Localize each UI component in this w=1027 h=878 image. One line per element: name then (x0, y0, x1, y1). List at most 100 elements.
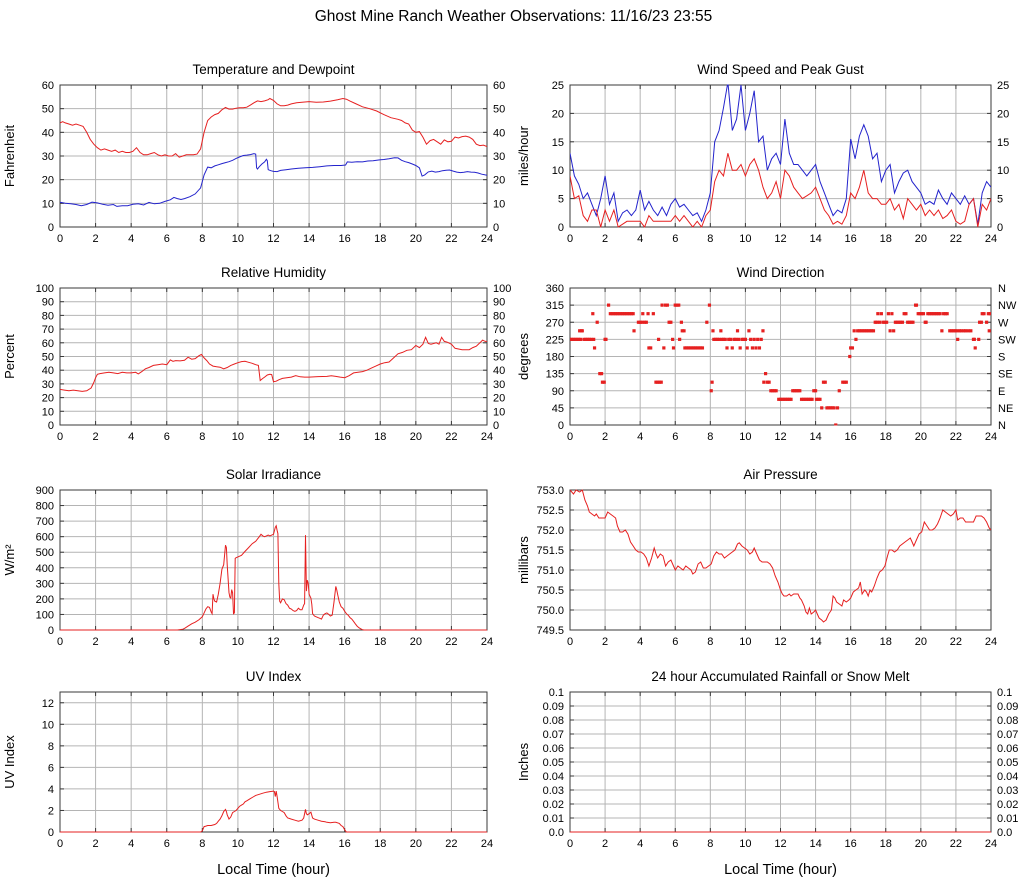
svg-text:0: 0 (48, 625, 54, 637)
chart-title: Solar Irradiance (226, 467, 321, 482)
svg-text:10: 10 (232, 636, 244, 648)
svg-text:0.02: 0.02 (543, 799, 564, 811)
svg-text:16: 16 (339, 636, 351, 648)
svg-text:400: 400 (36, 563, 54, 575)
svg-text:0: 0 (57, 838, 63, 850)
svg-text:180: 180 (546, 352, 564, 364)
svg-text:12: 12 (267, 636, 279, 648)
svg-text:4: 4 (637, 636, 643, 648)
svg-text:0: 0 (48, 827, 54, 839)
tick-marks (59, 692, 488, 833)
svg-text:40: 40 (42, 365, 54, 377)
svg-text:25: 25 (997, 80, 1009, 92)
svg-text:750.0: 750.0 (536, 605, 564, 617)
svg-text:SW: SW (998, 334, 1016, 346)
svg-text:0: 0 (48, 222, 54, 234)
svg-text:16: 16 (845, 636, 857, 648)
svg-text:NW: NW (998, 300, 1017, 312)
svg-text:90: 90 (552, 386, 564, 398)
svg-text:0.03: 0.03 (543, 785, 564, 797)
svg-text:12: 12 (267, 838, 279, 850)
svg-text:30: 30 (493, 151, 505, 163)
svg-text:22: 22 (950, 838, 962, 850)
svg-text:753.0: 753.0 (536, 485, 564, 497)
svg-text:2: 2 (602, 838, 608, 850)
svg-text:800: 800 (36, 501, 54, 513)
svg-text:E: E (998, 386, 1005, 398)
svg-text:0.04: 0.04 (997, 771, 1018, 783)
svg-text:90: 90 (493, 297, 505, 309)
temperature-dewpoint-plot: 0 2 4 6 8 10 12 14 16 18 20 22 240102030405060010203… (2, 62, 505, 245)
svg-text:20: 20 (410, 233, 422, 245)
svg-text:20: 20 (997, 108, 1009, 120)
svg-text:20: 20 (552, 108, 564, 120)
svg-text:6: 6 (672, 838, 678, 850)
gridlines (570, 692, 991, 832)
svg-text:20: 20 (493, 393, 505, 405)
svg-text:6: 6 (164, 431, 170, 443)
chart-temperature-dewpoint: 0 2 4 6 8 10 12 14 16 18 20 22 24 0 10 20 30 40 50 60 0 10 20 3… (0, 42, 514, 247)
svg-text:0.08: 0.08 (997, 715, 1018, 727)
svg-text:N: N (998, 283, 1006, 295)
svg-text:10: 10 (42, 198, 54, 210)
svg-text:0.01: 0.01 (997, 813, 1018, 825)
svg-text:10: 10 (739, 838, 751, 850)
svg-text:18: 18 (374, 838, 386, 850)
svg-text:80: 80 (493, 310, 505, 322)
svg-text:5: 5 (558, 194, 564, 206)
chart-wind-direction: 0 2 4 6 8 10 12 14 16 18 20 22 24 0 45 90 135 180 225 270 31… (514, 247, 1027, 447)
svg-text:2: 2 (602, 636, 608, 648)
svg-text:24: 24 (985, 636, 997, 648)
chart-rainfall: 0 2 4 6 8 10 12 14 16 18 20 22 24 0.0 0.01 0.02 0.03 0.04… (514, 652, 1027, 878)
svg-text:0.09: 0.09 (543, 701, 564, 713)
y-axis-label: W/m² (2, 544, 17, 576)
svg-text:6: 6 (164, 838, 170, 850)
svg-text:30: 30 (493, 379, 505, 391)
svg-text:4: 4 (637, 233, 643, 245)
svg-text:200: 200 (36, 594, 54, 606)
svg-text:749.5: 749.5 (536, 625, 564, 637)
svg-text:14: 14 (809, 838, 821, 850)
svg-text:0.03: 0.03 (997, 785, 1018, 797)
axis-tick-labels: 0 2 4 6 8 10 12 14 16 18 20 22 24749.5750.0750.5751.… (536, 485, 997, 648)
svg-text:0.06: 0.06 (543, 743, 564, 755)
svg-text:10: 10 (552, 165, 564, 177)
y-axis-label: miles/hour (516, 125, 531, 186)
svg-text:NE: NE (998, 403, 1013, 415)
svg-text:14: 14 (303, 431, 315, 443)
series-line (60, 524, 487, 631)
svg-text:16: 16 (339, 431, 351, 443)
svg-text:0: 0 (558, 222, 564, 234)
svg-text:16: 16 (339, 233, 351, 245)
svg-text:10: 10 (42, 719, 54, 731)
svg-text:135: 135 (546, 369, 564, 381)
gridlines (60, 692, 487, 832)
svg-text:8: 8 (48, 741, 54, 753)
svg-text:0: 0 (57, 431, 63, 443)
svg-text:0.04: 0.04 (543, 771, 564, 783)
svg-text:12: 12 (267, 431, 279, 443)
svg-text:4: 4 (637, 431, 643, 443)
svg-text:45: 45 (552, 403, 564, 415)
chart-title: Temperature and Dewpoint (192, 62, 354, 77)
svg-text:0: 0 (567, 233, 573, 245)
svg-text:24: 24 (481, 838, 493, 850)
tick-marks (59, 287, 488, 426)
svg-text:8: 8 (199, 233, 205, 245)
svg-text:2: 2 (602, 233, 608, 245)
svg-text:4: 4 (128, 636, 134, 648)
svg-text:2: 2 (48, 805, 54, 817)
svg-text:50: 50 (493, 104, 505, 116)
svg-text:14: 14 (809, 431, 821, 443)
series-points (570, 303, 991, 426)
svg-text:18: 18 (374, 233, 386, 245)
svg-text:0.05: 0.05 (997, 757, 1018, 769)
svg-text:500: 500 (36, 547, 54, 559)
svg-text:270: 270 (546, 317, 564, 329)
y-axis-label: millibars (516, 536, 531, 584)
svg-text:S: S (998, 352, 1005, 364)
svg-text:60: 60 (42, 338, 54, 350)
chart-title: Wind Direction (737, 265, 825, 280)
